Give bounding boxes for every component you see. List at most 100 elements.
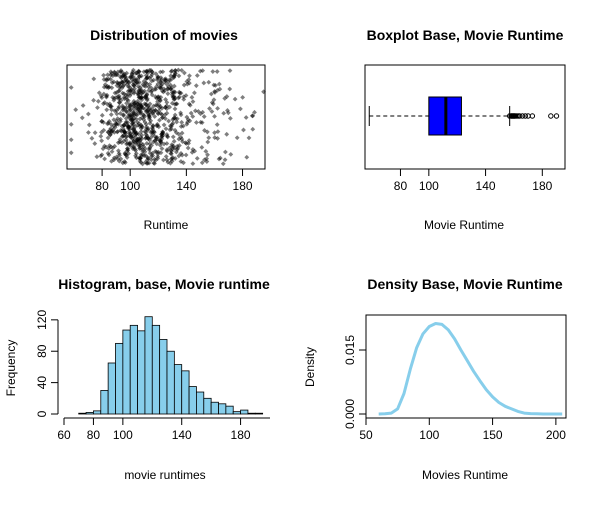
scatter-point (181, 82, 187, 88)
scatter-point (198, 111, 203, 117)
scatter-point (165, 134, 171, 140)
scatter-point (143, 121, 149, 127)
scatter-point (138, 106, 143, 111)
scatter-point (124, 79, 129, 85)
scatter-point (134, 112, 140, 118)
scatter-point (181, 160, 186, 166)
scatter-point (117, 152, 122, 158)
scatter-point (120, 160, 126, 166)
x-tick-label: 140 (172, 428, 192, 442)
scatter-point (135, 139, 140, 145)
scatter-point (214, 69, 220, 74)
scatter-point (146, 112, 152, 118)
scatter-point (145, 70, 151, 76)
y-tick-label: 0 (35, 410, 49, 417)
scatter-point (117, 95, 123, 101)
scatter-point (124, 141, 129, 147)
scatter-point (204, 129, 210, 135)
scatter-point (136, 74, 142, 80)
scatter-point (109, 85, 115, 91)
scatter-point (137, 158, 143, 164)
scatter-point (142, 106, 148, 112)
scatter-point (138, 125, 144, 131)
boxplot-x-axis: 80 100 140 180 (394, 168, 553, 193)
scatter-point (164, 157, 170, 163)
scatter-point (154, 141, 160, 147)
scatter-point (102, 100, 108, 105)
histogram-bar (232, 411, 241, 415)
scatter-point (156, 94, 162, 100)
scatter-point (150, 153, 156, 158)
scatter-point (178, 134, 184, 140)
x-tick-label: 100 (419, 428, 439, 442)
scatter-point (161, 157, 166, 163)
scatter-point (162, 88, 168, 94)
scatter-point (155, 110, 161, 116)
scatter-point (128, 91, 134, 96)
histogram-bar (122, 329, 131, 415)
scatter-point (138, 87, 144, 92)
scatter-point (157, 117, 162, 123)
scatter-point (126, 124, 131, 130)
scatter-point (214, 122, 220, 128)
scatter-point (210, 101, 216, 107)
histogram-bar (129, 324, 138, 415)
density-y-axis: 0.000 0.015 (343, 335, 367, 429)
scatter-point (168, 82, 174, 88)
scatter-point (187, 118, 193, 124)
scatter-point (225, 110, 231, 116)
scatter-point (250, 113, 256, 119)
scatter-point (95, 105, 100, 111)
scatter-point (127, 84, 132, 90)
scatter-point (131, 98, 137, 104)
scatter-point (109, 158, 114, 164)
scatter-point (143, 101, 149, 107)
histogram-bar (173, 364, 183, 415)
scatter-point (211, 97, 217, 103)
scatter-point (220, 161, 226, 167)
scatter-point (176, 94, 182, 100)
scatter-point (154, 102, 160, 108)
scatter-point (172, 106, 178, 112)
scatter-point (171, 83, 177, 89)
scatter-point (137, 116, 143, 122)
scatter-point (170, 134, 176, 140)
histogram-bar (225, 405, 234, 415)
histogram-bar (196, 391, 205, 415)
scatter-point (126, 151, 131, 156)
scatter-point (109, 149, 115, 155)
scatter-point (152, 137, 158, 143)
scatter-point (142, 88, 147, 94)
scatter-point (134, 131, 139, 137)
scatter-point (154, 123, 160, 129)
x-tick-label: 200 (546, 428, 566, 442)
scatter-point (222, 149, 228, 155)
panel-scatter: Distribution of movies 80 100 140 180 Runti… (66, 27, 266, 232)
scatter-point (99, 138, 105, 144)
scatter-point (202, 128, 207, 133)
scatter-point (116, 158, 122, 164)
scatter-point (168, 148, 174, 153)
scatter-point (115, 156, 121, 162)
scatter-point (147, 120, 153, 126)
scatter-point (115, 140, 121, 146)
scatter-point (172, 95, 178, 101)
scatter-point (178, 151, 184, 156)
histogram-bar (100, 390, 109, 415)
scatter-point (73, 107, 79, 113)
outlier-point (548, 113, 554, 119)
scatter-point (200, 109, 206, 115)
scatter-point (106, 152, 112, 158)
scatter-point (173, 130, 179, 136)
scatter-point (146, 88, 152, 93)
scatter-point (169, 143, 175, 149)
scatter-point (171, 138, 177, 144)
scatter-point (143, 94, 149, 100)
scatter-point (167, 123, 173, 129)
scatter-point (68, 121, 74, 127)
scatter-point (117, 100, 123, 106)
scatter-point (215, 87, 220, 93)
scatter-point (179, 130, 185, 136)
scatter-point (176, 143, 182, 148)
density-plot-box (365, 314, 567, 419)
